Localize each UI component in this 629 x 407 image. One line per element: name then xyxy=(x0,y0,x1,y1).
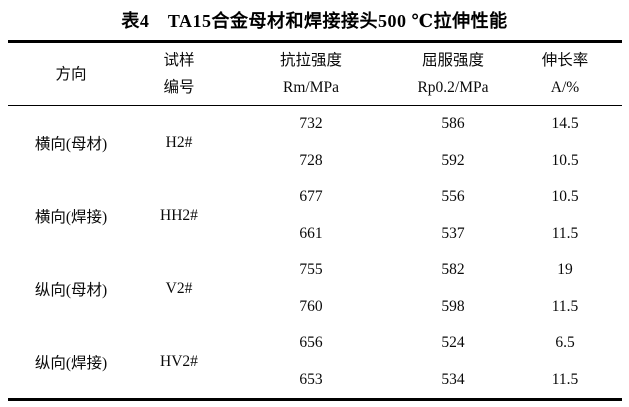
yield-strength-value: 534 xyxy=(441,370,465,388)
yield-strength-value: 582 xyxy=(441,261,465,279)
col-header-elongation-line1: 伸长率 xyxy=(541,52,589,69)
sample-id-cell: HH2# xyxy=(160,206,198,224)
direction-cell: 纵向(焊接) xyxy=(34,354,108,372)
sample-id-cell: HV2# xyxy=(160,352,198,370)
sample-id-cell: V2# xyxy=(165,279,193,297)
col-header-yield-strength-line1: 屈服强度 xyxy=(421,52,484,69)
table-row: 728 592 10.5 xyxy=(8,143,622,180)
elongation-value: 6.5 xyxy=(555,334,575,352)
sample-id-cell: H2# xyxy=(165,133,193,151)
table-row: 661 537 11.5 xyxy=(8,216,622,253)
tensile-strength-value: 661 xyxy=(299,224,323,242)
col-header-tensile-strength-line1: 抗拉强度 xyxy=(279,52,342,69)
yield-strength-value: 586 xyxy=(441,115,465,133)
direction-cell: 横向(母材) xyxy=(34,135,108,153)
elongation-value: 11.5 xyxy=(551,297,579,315)
tensile-strength-value: 760 xyxy=(299,297,323,315)
table-caption: 表4 TA15合金母材和焊接接头500 ℃拉伸性能 xyxy=(121,11,508,31)
elongation-value: 11.5 xyxy=(551,224,579,242)
table-row: 横向(焊接) HH2# 677 556 10.5 xyxy=(8,179,622,225)
tensile-strength-value: 755 xyxy=(299,261,323,279)
col-header-yield-strength-line2: Rp0.2/MPa xyxy=(417,79,489,96)
elongation-value: 19 xyxy=(557,261,573,279)
tensile-strength-value: 677 xyxy=(299,188,323,206)
elongation-value: 10.5 xyxy=(551,151,579,169)
col-header-sample: 试样 编号 xyxy=(134,41,224,106)
elongation-value: 14.5 xyxy=(551,115,579,133)
yield-strength-value: 556 xyxy=(441,188,465,206)
elongation-value: 11.5 xyxy=(551,370,579,388)
col-header-tensile-strength-line2: Rm/MPa xyxy=(283,79,339,96)
col-header-tensile-strength: 抗拉强度 Rm/MPa xyxy=(224,41,398,106)
direction-cell: 纵向(母材) xyxy=(34,281,108,299)
table-row: 纵向(母材) V2# 755 582 19 xyxy=(8,252,622,298)
yield-strength-value: 537 xyxy=(441,224,465,242)
header-row: 方向 试样 编号 抗拉强度 Rm/MPa 屈服强度 Rp0.2/MPa 伸长率 … xyxy=(8,41,622,106)
table-row: 653 534 11.5 xyxy=(8,361,622,399)
tensile-properties-table: 方向 试样 编号 抗拉强度 Rm/MPa 屈服强度 Rp0.2/MPa 伸长率 … xyxy=(8,40,622,401)
col-header-direction: 方向 xyxy=(8,41,134,106)
tensile-strength-value: 728 xyxy=(299,151,323,169)
yield-strength-value: 524 xyxy=(441,334,465,352)
yield-strength-value: 598 xyxy=(441,297,465,315)
tensile-strength-value: 732 xyxy=(299,115,323,133)
table-row: 760 598 11.5 xyxy=(8,289,622,326)
col-header-elongation-line2: A/% xyxy=(550,79,580,96)
col-header-yield-strength: 屈服强度 Rp0.2/MPa xyxy=(398,41,508,106)
table-row: 纵向(焊接) HV2# 656 524 6.5 xyxy=(8,325,622,371)
tensile-strength-value: 656 xyxy=(299,334,323,352)
col-header-elongation: 伸长率 A/% xyxy=(508,41,622,106)
col-header-sample-line2: 编号 xyxy=(163,79,195,96)
col-header-direction-label: 方向 xyxy=(55,65,87,83)
tensile-strength-value: 653 xyxy=(299,370,323,388)
table-row: 横向(母材) H2# 732 586 14.5 xyxy=(8,106,622,152)
elongation-value: 10.5 xyxy=(551,188,579,206)
direction-cell: 横向(焊接) xyxy=(34,208,108,226)
yield-strength-value: 592 xyxy=(441,151,465,169)
col-header-sample-line1: 试样 xyxy=(163,52,195,69)
